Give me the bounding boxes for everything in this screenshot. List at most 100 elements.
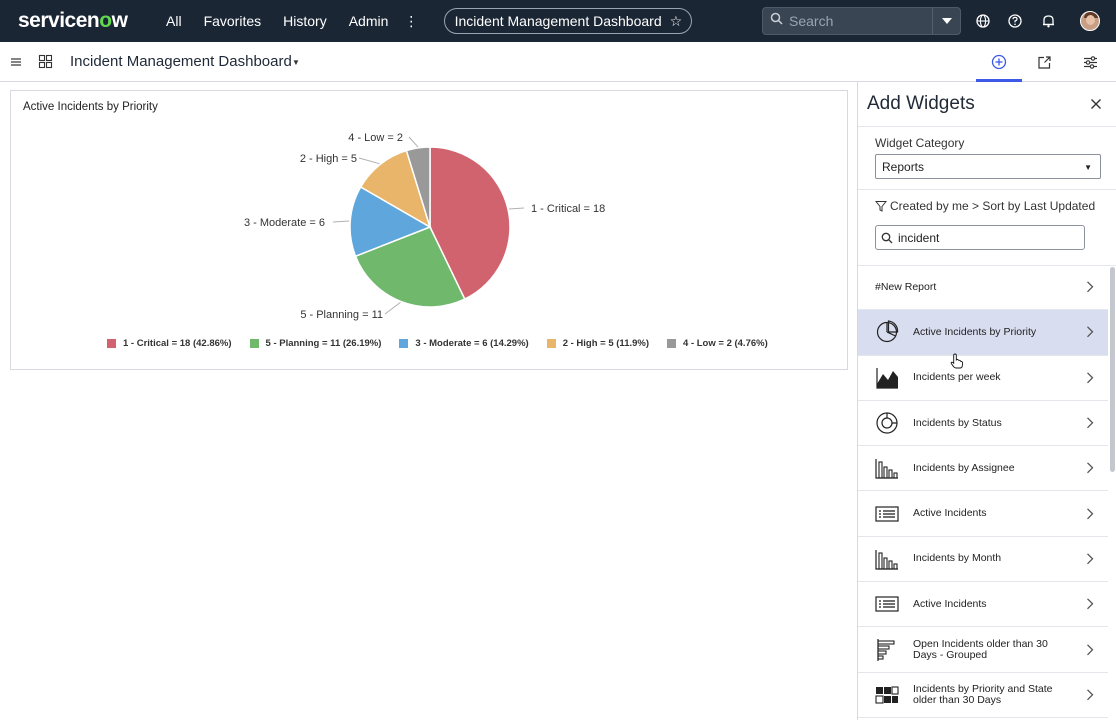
widget-list-item[interactable]: Active Incidents (858, 491, 1108, 537)
slice-label: 2 - High = 5 (300, 153, 357, 165)
filter-text: Created by me > Sort by Last Updated (890, 199, 1096, 213)
widget-title: Active Incidents by Priority (23, 101, 158, 113)
search-input[interactable]: Search (789, 13, 834, 29)
nav-admin[interactable]: Admin (348, 13, 389, 29)
pie-chart: 1 - Critical = 18 5 - Planning = 11 3 - Mo… (244, 132, 605, 321)
chevron-right-icon (1086, 416, 1094, 432)
widget-list-item[interactable]: Open Incidents older than 30 Days - Grou… (858, 627, 1108, 673)
globe-icon[interactable] (973, 11, 993, 31)
widget-list-item-label: Incidents by Month (913, 552, 1002, 565)
close-icon[interactable] (1088, 96, 1104, 112)
dashboards-grid-icon[interactable] (38, 54, 53, 74)
hand-cursor-icon (950, 353, 964, 369)
pie-slice[interactable] (405, 146, 431, 228)
more-menu-icon[interactable]: ⋮ (404, 12, 419, 29)
legend-swatch (667, 339, 677, 348)
widget-list-item-label: Incidents per week (913, 371, 1001, 384)
legend-item[interactable]: 1 - Critical = 18 (42.86%) (107, 338, 232, 349)
horizontal-bar-icon (875, 638, 899, 662)
legend-item[interactable]: 2 - High = 5 (11.9%) (546, 338, 649, 349)
slice-connector-line (332, 220, 350, 223)
legend-item[interactable]: 3 - Moderate = 6 (14.29%) (399, 338, 529, 349)
active-incidents-by-priority-widget[interactable]: Active Incidents by Priority 1 - Critica… (10, 90, 848, 370)
pie-slice[interactable] (359, 149, 432, 229)
widget-list-item-label: #New Report (875, 280, 937, 293)
dashboard-switch-caret-icon[interactable]: ▼ (292, 58, 300, 67)
global-search[interactable]: Search (762, 7, 961, 35)
servicenow-logo[interactable]: servicenow (18, 9, 128, 32)
widget-list-item[interactable]: Incidents by Assignee (858, 446, 1108, 492)
slice-connector-line (408, 136, 419, 148)
dashboard-title: Incident Management Dashboard (70, 53, 292, 70)
add-widget-active-indicator (976, 79, 1022, 82)
notification-bell-icon[interactable] (1038, 11, 1058, 31)
nav-favorites[interactable]: Favorites (203, 13, 262, 29)
widget-list-item[interactable]: Incidents by Month (858, 537, 1108, 583)
slice-connector-line (508, 207, 525, 210)
settings-sliders-icon[interactable] (1081, 53, 1099, 71)
chevron-right-icon (1086, 642, 1094, 658)
pie-slice[interactable] (349, 185, 432, 258)
legend-item[interactable]: 5 - Planning = 11 (26.19%) (249, 338, 382, 349)
widget-list-item-label: Open Incidents older than 30 Days - Grou… (913, 637, 1048, 661)
slice-connector-line (358, 157, 380, 165)
divider (858, 126, 1116, 127)
widget-category-select[interactable]: Reports ▼ (875, 154, 1101, 179)
pill-title: Incident Management Dashboard (454, 13, 662, 29)
search-icon (763, 12, 789, 30)
nav-history[interactable]: History (283, 13, 327, 29)
user-avatar[interactable] (1080, 11, 1100, 31)
share-icon[interactable] (1035, 53, 1053, 71)
star-icon[interactable]: ☆ (669, 12, 683, 29)
slice-label: 3 - Moderate = 6 (244, 217, 325, 229)
filter-icon (875, 201, 887, 212)
heatmap-icon (875, 683, 899, 707)
chevron-right-icon (1086, 688, 1094, 704)
legend-swatch (107, 339, 116, 348)
chevron-right-icon (1086, 371, 1094, 387)
legend-item[interactable]: 4 - Low = 2 (4.76%) (667, 338, 768, 349)
chevron-right-icon (1086, 552, 1094, 568)
legend-label: 3 - Moderate = 6 (14.29%) (415, 338, 529, 349)
chart-legend: 1 - Critical = 18 (42.86%) 5 - Planning =… (107, 338, 786, 349)
slice-label: 1 - Critical = 18 (531, 203, 605, 215)
add-widget-icon[interactable] (990, 53, 1008, 71)
legend-label: 5 - Planning = 11 (26.19%) (265, 338, 382, 349)
widget-list-item-label: Incidents by Assignee (913, 461, 1015, 474)
slice-label: 5 - Planning = 11 (300, 309, 383, 321)
search-icon (876, 232, 898, 244)
chevron-right-icon (1086, 597, 1094, 613)
slice-label: 4 - Low = 2 (348, 132, 403, 144)
widget-list-item[interactable]: Incidents per week (858, 356, 1108, 401)
widget-search-field[interactable] (875, 225, 1085, 250)
chevron-right-icon (1086, 506, 1094, 522)
filter-summary[interactable]: Created by me > Sort by Last Updated (875, 199, 1095, 213)
list-icon (875, 502, 899, 526)
chevron-right-icon (1086, 280, 1094, 296)
search-scope-dropdown[interactable] (932, 8, 960, 34)
widget-list-item-label: Active Incidents (913, 597, 987, 610)
help-icon[interactable] (1005, 11, 1025, 31)
legend-swatch (249, 339, 259, 348)
widget-list-item[interactable]: Incidents by Status (858, 401, 1108, 447)
widget-search-input[interactable] (898, 230, 1078, 245)
dashboard-toolbar: Incident Management Dashboard ▼ (0, 42, 1116, 82)
donut-chart-icon (875, 411, 899, 435)
widget-list-item[interactable]: Active Incidents (858, 582, 1108, 628)
list-icon (875, 592, 899, 616)
widget-list-item-label: Active Incidents (913, 507, 987, 520)
hamburger-menu-icon[interactable] (10, 55, 24, 69)
chevron-right-icon (1086, 461, 1094, 477)
bar-chart-icon (875, 456, 899, 480)
widget-list-item-label: Active Incidents by Priority (913, 325, 1037, 338)
widget-list-item[interactable]: Incidents by Priority and State older th… (858, 673, 1108, 718)
dashboard-title-pill[interactable]: Incident Management Dashboard ☆ (444, 8, 693, 34)
widget-list-item[interactable]: #New Report (858, 265, 1108, 311)
panel-scrollbar[interactable] (1110, 267, 1115, 472)
divider (858, 189, 1116, 190)
widget-list-item[interactable]: Active Incidents by Priority (858, 310, 1108, 356)
pie-slice[interactable] (429, 146, 511, 301)
nav-all[interactable]: All (166, 13, 182, 29)
pie-slice[interactable] (354, 226, 466, 308)
bar-chart-icon (875, 547, 899, 571)
